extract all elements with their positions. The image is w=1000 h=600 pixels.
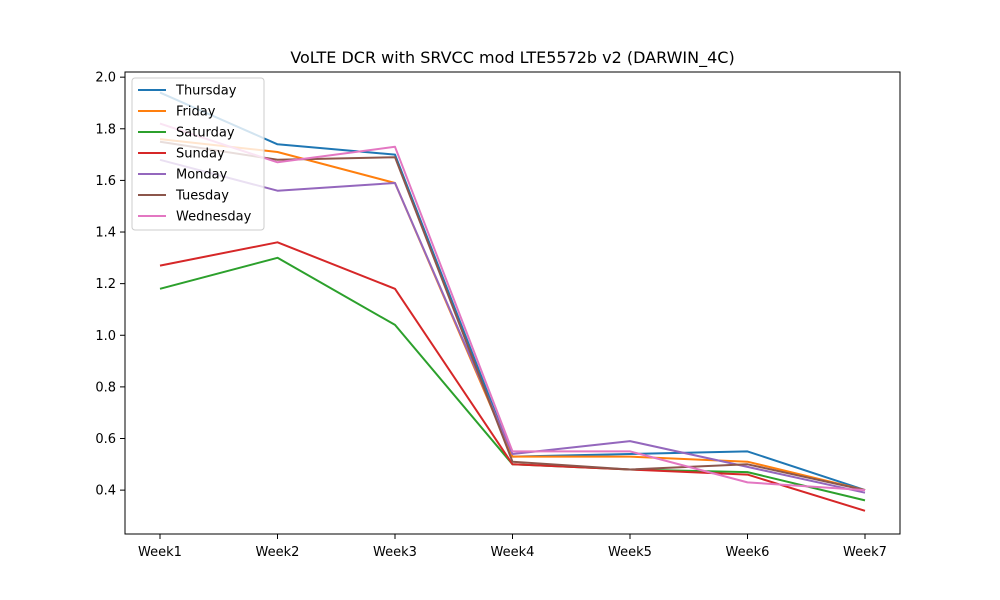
x-tick-label: Week4 [491, 545, 535, 560]
y-tick-label: 2.0 [95, 71, 116, 86]
x-tick-label: Week1 [138, 545, 182, 560]
y-axis: 0.4 0.6 0.8 1.0 1.2 1.4 1.6 1.8 2.0 [95, 71, 125, 499]
legend-label: Wednesday [176, 210, 252, 225]
series-line-wednesday [159, 122, 866, 492]
chart-title: VoLTE DCR with SRVCC mod LTE5572b v2 (DA… [290, 48, 734, 68]
series-line-monday [159, 158, 866, 494]
y-tick-label: 0.4 [95, 484, 116, 499]
legend-label: Tuesday [175, 189, 229, 204]
series-line-friday [159, 138, 866, 492]
series-line-thursday [159, 91, 866, 492]
y-tick-label: 1.8 [95, 122, 116, 137]
x-tick-label: Week5 [608, 545, 652, 560]
legend-label: Monday [176, 168, 228, 183]
legend: Thursday Friday Saturday Sunday Monday Tuesda… [131, 77, 265, 231]
legend-label: Sunday [176, 147, 225, 162]
legend-box [131, 77, 265, 231]
x-tick-label: Week7 [843, 545, 887, 560]
y-tick-label: 1.2 [95, 277, 116, 292]
series-line-sunday [159, 241, 866, 512]
y-tick-label: 1.0 [95, 329, 116, 344]
y-tick-label: 1.6 [95, 174, 116, 189]
x-axis: Week1 Week2 Week3 Week4 Week5 Week6 Week7 [138, 534, 887, 560]
x-tick-label: Week2 [256, 545, 300, 560]
y-tick-label: 0.8 [95, 380, 116, 395]
series-line-tuesday [159, 140, 866, 492]
y-tick-label: 1.4 [95, 226, 116, 241]
legend-label: Friday [176, 105, 216, 120]
y-tick-label: 0.6 [95, 432, 116, 447]
legend-label: Thursday [175, 84, 237, 99]
x-tick-label: Week3 [373, 545, 417, 560]
series-lines [159, 91, 866, 512]
x-tick-label: Week6 [726, 545, 770, 560]
legend-label: Saturday [176, 126, 235, 141]
